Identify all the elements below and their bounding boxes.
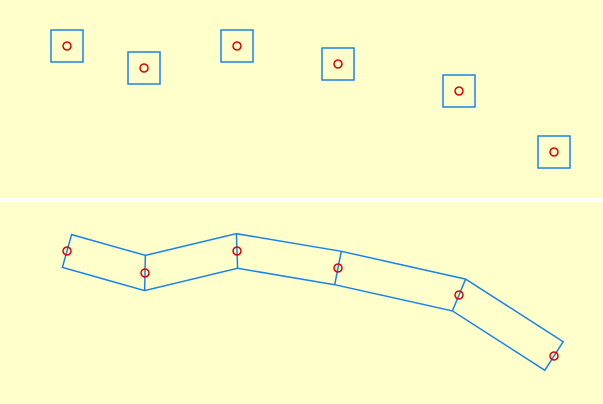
band-joint bbox=[143, 255, 147, 291]
point-marker bbox=[549, 351, 559, 361]
point-marker bbox=[232, 41, 242, 51]
bottom-panel bbox=[61, 232, 565, 372]
square-box bbox=[50, 29, 84, 63]
band-joint bbox=[333, 251, 343, 285]
point-marker bbox=[333, 59, 343, 69]
square-box bbox=[537, 135, 571, 169]
point-marker bbox=[62, 246, 72, 256]
square-box bbox=[442, 74, 476, 108]
square-box bbox=[220, 29, 254, 63]
point-marker bbox=[454, 86, 464, 96]
point-marker bbox=[140, 268, 150, 278]
point-marker bbox=[454, 290, 464, 300]
panel-divider bbox=[0, 198, 603, 202]
band-joint bbox=[235, 233, 239, 269]
point-marker bbox=[232, 246, 242, 256]
point-marker bbox=[333, 263, 343, 273]
point-marker bbox=[139, 63, 149, 73]
point-marker bbox=[549, 147, 559, 157]
band-joint bbox=[451, 278, 467, 312]
square-box bbox=[127, 51, 161, 85]
square-box bbox=[321, 47, 355, 81]
top-panel bbox=[50, 29, 571, 169]
point-marker bbox=[62, 41, 72, 51]
